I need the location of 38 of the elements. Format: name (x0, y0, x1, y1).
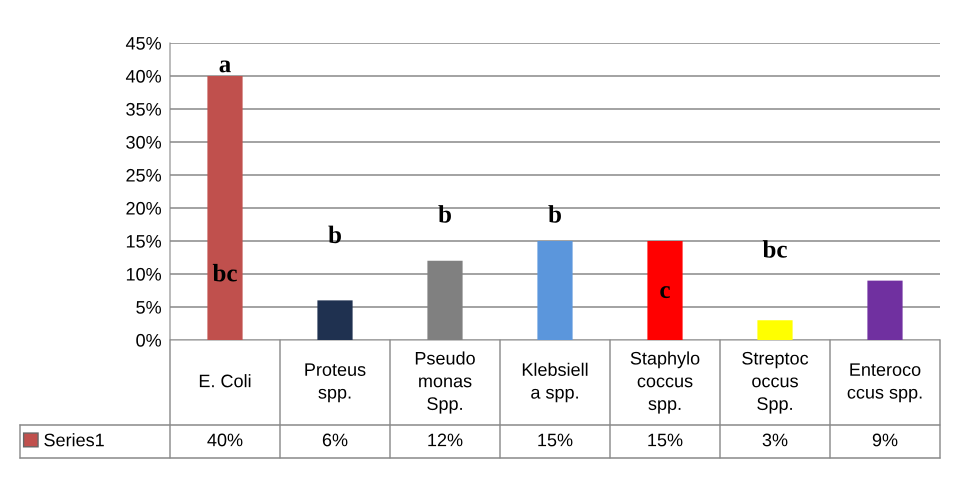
data-label: 9% (872, 434, 898, 446)
data-label: 12% (428, 434, 462, 446)
annotation: bc (212, 264, 237, 282)
y-tick-label: 30% (126, 136, 162, 149)
data-label: 6% (322, 434, 348, 446)
x-tick-label: Proteus spp. (305, 363, 366, 402)
x-tick-label: Klebsiell a spp. (522, 362, 588, 402)
x-tick-label: E. Coli (200, 374, 250, 388)
x-tick-label: Pseudo monas Spp. (416, 351, 475, 414)
x-tick-label: Staphylo coccus spp. (630, 351, 700, 414)
data-label: 3% (762, 434, 788, 446)
data-label: 15% (538, 434, 572, 446)
x-tick-label: Enteroco ccus spp. (848, 363, 922, 402)
annotation: c (660, 286, 670, 298)
bar (647, 241, 683, 340)
annotation: a (220, 60, 231, 72)
data-label: 40% (207, 434, 242, 446)
annotation: b (548, 205, 561, 223)
annotation: b (328, 226, 341, 244)
y-tick-label: 35% (126, 102, 162, 116)
y-tick-label: 45% (126, 37, 162, 50)
data-label: 15% (648, 434, 682, 446)
y-tick-label: 0% (136, 334, 162, 347)
annotation: b (438, 205, 451, 223)
legend-label: Series1 (44, 433, 104, 446)
bar (207, 76, 243, 340)
y-tick-label: 20% (126, 202, 162, 215)
y-tick-label: 15% (126, 235, 162, 248)
bar (317, 300, 353, 340)
bar (867, 280, 903, 340)
x-tick-label: Streptoc occus Spp. (742, 352, 808, 414)
y-tick-label: 25% (126, 168, 162, 182)
y-tick-label: 40% (126, 70, 162, 83)
annotation: bc (762, 240, 787, 258)
bar (537, 241, 573, 340)
y-tick-label: 5% (136, 301, 162, 314)
y-tick-label: 10% (126, 268, 162, 281)
bar (757, 320, 793, 340)
